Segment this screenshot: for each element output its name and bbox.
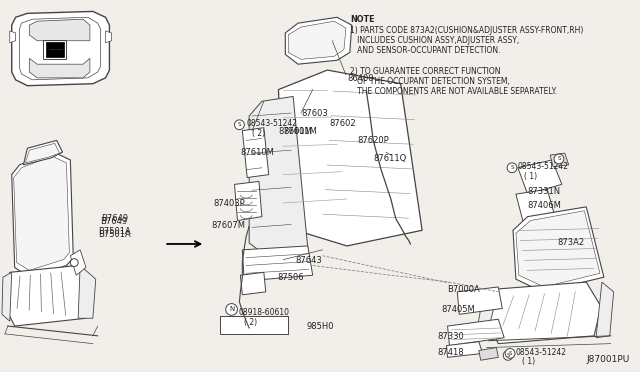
Text: 2) TO GUARANTEE CORRECT FUNCTION: 2) TO GUARANTEE CORRECT FUNCTION bbox=[350, 67, 500, 76]
Text: 87601M: 87601M bbox=[278, 127, 312, 136]
Polygon shape bbox=[26, 143, 60, 163]
Polygon shape bbox=[2, 272, 12, 321]
Polygon shape bbox=[513, 207, 604, 292]
Polygon shape bbox=[458, 287, 502, 314]
Text: 873A2: 873A2 bbox=[557, 238, 584, 247]
Polygon shape bbox=[278, 70, 422, 246]
Circle shape bbox=[503, 350, 513, 360]
Polygon shape bbox=[70, 250, 86, 275]
Text: N: N bbox=[229, 307, 234, 312]
Circle shape bbox=[507, 163, 517, 173]
Polygon shape bbox=[24, 140, 63, 165]
Text: 87643: 87643 bbox=[295, 256, 322, 265]
Text: 08543-51242: 08543-51242 bbox=[518, 162, 569, 171]
Polygon shape bbox=[29, 58, 90, 78]
Polygon shape bbox=[447, 319, 504, 346]
Text: THE COMPONENTS ARE NOT AVAILABLE SEPARATELY.: THE COMPONENTS ARE NOT AVAILABLE SEPARAT… bbox=[350, 87, 557, 96]
Text: AND SENSOR-OCCUPANT DETECTION.: AND SENSOR-OCCUPANT DETECTION. bbox=[350, 46, 500, 55]
Polygon shape bbox=[249, 96, 308, 258]
Text: 87403P: 87403P bbox=[213, 199, 244, 208]
Polygon shape bbox=[241, 272, 266, 295]
Text: 08543-51242: 08543-51242 bbox=[516, 347, 567, 356]
Text: INCLUDES CUSHION ASSY,ADJUSTER ASSY,: INCLUDES CUSHION ASSY,ADJUSTER ASSY, bbox=[350, 36, 519, 45]
Text: 87506: 87506 bbox=[278, 273, 304, 282]
Polygon shape bbox=[220, 316, 288, 334]
Polygon shape bbox=[486, 282, 601, 344]
Polygon shape bbox=[12, 12, 109, 86]
Polygon shape bbox=[12, 152, 74, 277]
Text: ( 1): ( 1) bbox=[522, 357, 535, 366]
Polygon shape bbox=[243, 128, 269, 177]
Text: 87620P: 87620P bbox=[358, 137, 389, 145]
Polygon shape bbox=[78, 266, 96, 318]
Text: 87602: 87602 bbox=[330, 119, 356, 128]
Polygon shape bbox=[479, 347, 499, 360]
Text: 87330: 87330 bbox=[438, 332, 465, 341]
Text: OF THE OCCUPANT DETECTION SYSTEM,: OF THE OCCUPANT DETECTION SYSTEM, bbox=[350, 77, 509, 86]
Text: 87406M: 87406M bbox=[527, 201, 561, 210]
Polygon shape bbox=[243, 246, 313, 281]
Circle shape bbox=[234, 120, 244, 130]
Text: 87610M: 87610M bbox=[241, 148, 275, 157]
Text: 87611Q: 87611Q bbox=[373, 154, 406, 163]
Text: 86400: 86400 bbox=[347, 74, 373, 83]
Text: 08918-60610: 08918-60610 bbox=[239, 308, 289, 317]
Text: ( 2): ( 2) bbox=[252, 129, 265, 138]
Text: 87607M: 87607M bbox=[211, 221, 245, 230]
Text: B7501A: B7501A bbox=[98, 227, 131, 236]
Polygon shape bbox=[550, 153, 569, 167]
Text: J87001PU: J87001PU bbox=[586, 355, 630, 364]
Polygon shape bbox=[477, 289, 499, 338]
Text: S: S bbox=[506, 353, 510, 358]
Text: ( 1): ( 1) bbox=[524, 171, 537, 181]
Polygon shape bbox=[106, 31, 111, 43]
Polygon shape bbox=[13, 156, 69, 270]
Text: S: S bbox=[237, 122, 241, 127]
Text: B7000A: B7000A bbox=[447, 285, 480, 294]
Polygon shape bbox=[447, 342, 483, 357]
Polygon shape bbox=[29, 19, 90, 41]
Text: 08543-51242: 08543-51242 bbox=[246, 119, 297, 128]
Polygon shape bbox=[516, 211, 600, 287]
Polygon shape bbox=[20, 17, 100, 80]
Polygon shape bbox=[518, 160, 562, 194]
Text: B7649: B7649 bbox=[100, 214, 128, 223]
Polygon shape bbox=[46, 42, 63, 57]
Circle shape bbox=[226, 304, 237, 315]
Polygon shape bbox=[10, 31, 15, 43]
Circle shape bbox=[554, 154, 564, 164]
Text: 985H0: 985H0 bbox=[307, 322, 334, 331]
Text: ( 2): ( 2) bbox=[244, 318, 257, 327]
Text: S: S bbox=[510, 165, 514, 170]
Polygon shape bbox=[5, 266, 93, 326]
Text: S: S bbox=[508, 351, 512, 356]
Polygon shape bbox=[234, 182, 262, 221]
Polygon shape bbox=[288, 21, 346, 59]
Text: 87418: 87418 bbox=[438, 347, 465, 356]
Polygon shape bbox=[285, 17, 352, 64]
Text: B7649: B7649 bbox=[100, 217, 127, 226]
Text: 87405M: 87405M bbox=[442, 305, 476, 314]
Polygon shape bbox=[516, 189, 555, 221]
Text: NOTE: NOTE bbox=[350, 15, 374, 24]
Text: 87601M: 87601M bbox=[284, 127, 317, 136]
Circle shape bbox=[505, 349, 515, 358]
Text: 87331N: 87331N bbox=[527, 187, 561, 196]
Polygon shape bbox=[596, 282, 614, 338]
Text: S: S bbox=[557, 157, 561, 161]
Text: 1) PARTS CODE 873A2(CUSHION&ADJUSTER ASSY-FRONT,RH): 1) PARTS CODE 873A2(CUSHION&ADJUSTER ASS… bbox=[350, 26, 583, 35]
Circle shape bbox=[70, 259, 78, 266]
Text: B7501A: B7501A bbox=[98, 230, 131, 239]
Text: 87603: 87603 bbox=[301, 109, 328, 118]
